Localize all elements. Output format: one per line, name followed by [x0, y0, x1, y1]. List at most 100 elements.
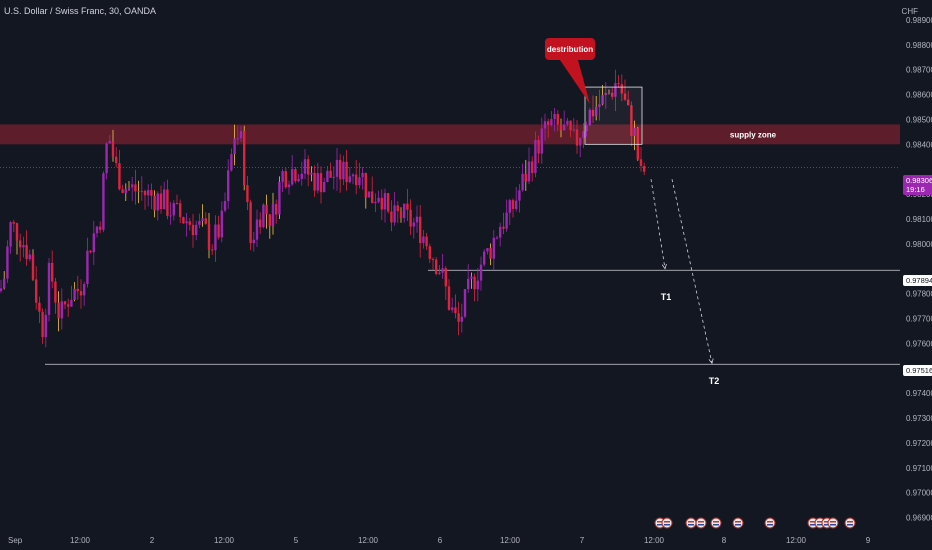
- candle-body: [60, 301, 63, 319]
- candle-body: [595, 106, 598, 117]
- x-tick-label: 7: [580, 536, 585, 545]
- candle-body: [534, 139, 537, 173]
- candle-body: [326, 170, 329, 182]
- x-tick-label: 5: [294, 536, 299, 545]
- candle-body: [70, 299, 73, 307]
- candle-body: [329, 170, 332, 178]
- candle-body: [435, 259, 438, 274]
- candle-body: [367, 191, 371, 198]
- candle-body: [390, 211, 393, 223]
- event-flag-stripe: [664, 524, 670, 526]
- candle-body: [463, 289, 467, 317]
- event-flag-stripe: [713, 521, 719, 523]
- candle-body: [92, 233, 95, 253]
- candle-body: [623, 93, 627, 100]
- supply-zone: [0, 124, 900, 145]
- candle-body: [591, 109, 595, 117]
- candle-body: [495, 237, 499, 239]
- event-flag-stripe: [830, 524, 836, 526]
- event-flag-icon: [827, 517, 839, 529]
- candle-body: [502, 226, 505, 229]
- candle-body: [470, 276, 473, 279]
- event-flag-stripe: [698, 524, 704, 526]
- candle-body: [588, 109, 591, 126]
- candle-body: [486, 248, 489, 252]
- candle-body: [214, 224, 217, 251]
- candle-body: [447, 286, 451, 310]
- event-flag-stripe: [817, 524, 823, 526]
- candle-body: [239, 130, 243, 139]
- candle-body: [476, 280, 479, 290]
- candle-body: [163, 189, 166, 210]
- candle-body: [620, 84, 623, 94]
- candle-body: [220, 210, 223, 238]
- candle-body: [380, 197, 383, 210]
- distribution-box: [584, 86, 643, 145]
- candle-body: [179, 203, 182, 218]
- candle-body: [284, 171, 287, 188]
- candle-body: [278, 181, 281, 215]
- candle-body: [252, 239, 255, 244]
- candle-body: [166, 189, 169, 216]
- candle-body: [51, 262, 54, 282]
- candle-body: [159, 193, 163, 210]
- candle-body: [230, 154, 233, 171]
- candle-body: [335, 159, 339, 177]
- target-label: T2: [709, 376, 720, 386]
- candle-body: [406, 203, 409, 210]
- candle-body: [79, 291, 83, 296]
- candle-body: [102, 173, 105, 230]
- candle-body: [313, 172, 316, 191]
- candle-body: [527, 161, 531, 182]
- candle-body: [547, 121, 550, 126]
- candle-body: [636, 127, 639, 160]
- candle-body: [422, 236, 425, 243]
- candle-body: [153, 195, 156, 211]
- candle-body: [140, 190, 143, 192]
- candle-body: [505, 212, 508, 229]
- candle-body: [124, 188, 127, 193]
- event-flag-stripe: [698, 521, 704, 523]
- currency-label: CHF: [901, 7, 918, 16]
- candle-body: [473, 276, 476, 290]
- candle-body: [57, 302, 60, 319]
- candle-body: [233, 138, 236, 155]
- candle-body: [438, 272, 441, 274]
- candle-body: [492, 237, 495, 259]
- event-flag-stripe: [830, 521, 836, 523]
- candle-body: [300, 173, 303, 179]
- candle-body: [195, 224, 198, 236]
- candle-body: [223, 201, 227, 211]
- candle-body: [518, 190, 521, 201]
- event-flag-stripe: [688, 521, 694, 523]
- candle-body: [211, 249, 214, 251]
- candle-body: [9, 222, 12, 247]
- candle-body: [630, 105, 633, 136]
- projection-arrow: [650, 179, 666, 269]
- candle-body: [127, 187, 131, 189]
- candle-body: [99, 226, 102, 230]
- x-tick-label: 8: [722, 536, 727, 545]
- candle-body: [383, 193, 387, 210]
- candle-body: [22, 245, 25, 248]
- candle-body: [611, 92, 614, 97]
- candle-body: [374, 201, 377, 204]
- candle-body: [409, 209, 412, 227]
- candle-body: [137, 191, 140, 193]
- candle-body: [281, 171, 284, 182]
- candle-body: [207, 223, 211, 250]
- candle-body: [524, 173, 527, 182]
- callout-bubble: [545, 38, 595, 60]
- event-flag-icon: [732, 517, 744, 529]
- candle-body: [412, 222, 415, 227]
- candle-body: [121, 189, 124, 193]
- candle-body: [156, 193, 159, 211]
- candle-body: [12, 222, 15, 224]
- candle-body: [582, 131, 585, 138]
- callout-text: destribution: [547, 45, 593, 54]
